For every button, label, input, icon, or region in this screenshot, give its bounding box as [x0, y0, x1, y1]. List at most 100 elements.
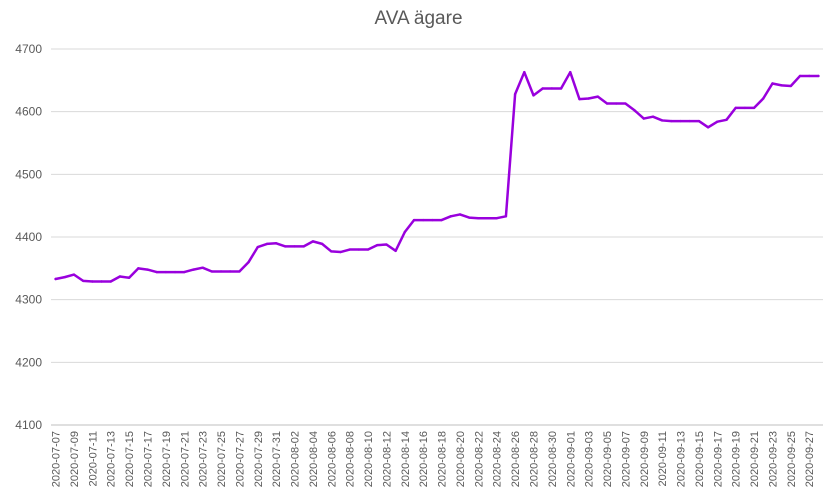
x-tick-label: 2020-07-21 [179, 431, 191, 487]
data-point [725, 118, 728, 122]
data-point [201, 266, 204, 269]
data-point [780, 84, 783, 87]
x-tick-label: 2020-08-24 [492, 431, 504, 487]
data-point [210, 270, 214, 273]
x-tick-label: 2020-09-05 [602, 431, 614, 487]
data-point [394, 249, 397, 252]
data-point [541, 87, 544, 90]
data-point [330, 250, 333, 253]
data-point [431, 218, 434, 222]
data-point [376, 243, 379, 247]
x-tick-label: 2020-09-27 [804, 431, 816, 487]
x-tick-label: 2020-08-28 [529, 431, 541, 487]
x-tick-label: 2020-08-16 [418, 431, 430, 487]
data-point [219, 270, 223, 273]
y-tick-label: 4600 [15, 105, 42, 119]
data-point [817, 74, 820, 78]
x-tick-label: 2020-09-13 [676, 431, 688, 487]
data-point [183, 270, 186, 274]
data-point [118, 275, 122, 278]
data-point [504, 215, 508, 218]
data-point [679, 119, 682, 123]
data-point [247, 260, 250, 264]
x-tick-label: 2020-09-01 [565, 431, 577, 487]
x-tick-label: 2020-08-12 [381, 431, 393, 487]
series-line [54, 70, 820, 283]
data-point [173, 270, 177, 274]
x-tick-label: 2020-07-29 [253, 431, 265, 487]
y-tick-label: 4700 [15, 42, 42, 56]
x-tick-label: 2020-08-14 [400, 431, 412, 487]
data-point [274, 242, 278, 245]
x-tick-label: 2020-07-17 [143, 431, 155, 487]
data-point [642, 117, 645, 120]
data-point [752, 106, 756, 110]
data-point [366, 248, 370, 251]
x-tick-label: 2020-07-09 [69, 431, 81, 487]
x-tick-label: 2020-07-11 [87, 431, 99, 486]
x-tick-label: 2020-09-07 [620, 431, 632, 487]
data-point [495, 217, 498, 220]
data-point [403, 230, 407, 234]
chart-title: AVA ägare [374, 8, 463, 29]
data-point [91, 280, 94, 283]
x-tick-label: 2020-09-23 [767, 431, 779, 487]
data-point [137, 267, 140, 270]
x-tick-label: 2020-08-26 [510, 431, 522, 487]
x-tick-label: 2020-08-18 [437, 431, 449, 487]
data-point [357, 248, 361, 251]
x-tick-label: 2020-08-04 [308, 431, 320, 487]
data-point [789, 84, 793, 88]
data-point [54, 277, 57, 281]
data-point [808, 74, 811, 78]
data-point [72, 273, 76, 276]
data-point [550, 87, 554, 90]
data-point [81, 279, 85, 283]
x-tick-label: 2020-09-17 [712, 431, 724, 487]
x-tick-label: 2020-09-15 [694, 431, 706, 487]
x-tick-label: 2020-08-20 [455, 431, 467, 487]
data-point [412, 218, 416, 222]
data-point [155, 270, 158, 274]
x-tick-label: 2020-08-22 [473, 431, 485, 487]
data-point [109, 280, 112, 283]
data-point [422, 218, 425, 222]
data-point [458, 213, 462, 216]
data-point [164, 270, 168, 274]
data-point [624, 102, 627, 105]
data-point [513, 92, 517, 96]
data-point [100, 280, 103, 283]
x-tick-label: 2020-08-10 [363, 431, 375, 487]
x-tick-label: 2020-07-07 [51, 431, 63, 487]
y-tick-label: 4100 [15, 418, 42, 432]
x-tick-label: 2020-09-21 [749, 431, 761, 487]
x-tick-label: 2020-07-25 [216, 431, 228, 487]
data-point [559, 87, 563, 90]
data-point [596, 95, 600, 98]
data-point [486, 217, 489, 220]
x-tick-label: 2020-07-13 [106, 431, 118, 487]
data-point [467, 216, 471, 219]
data-point [265, 242, 269, 246]
data-point [660, 119, 664, 122]
data-point [697, 119, 701, 123]
data-point [651, 115, 655, 118]
data-point [734, 106, 737, 110]
y-tick-label: 4200 [15, 355, 42, 369]
data-point [762, 97, 765, 100]
data-point [477, 217, 480, 220]
data-point [339, 250, 342, 254]
x-tick-label: 2020-09-11 [657, 431, 669, 486]
data-point [229, 270, 232, 273]
x-tick-label: 2020-09-09 [639, 431, 651, 487]
data-point [771, 82, 774, 85]
x-tick-label: 2020-07-19 [161, 431, 173, 487]
x-tick-label: 2020-09-25 [786, 431, 798, 487]
data-point [127, 276, 131, 279]
data-point [578, 97, 581, 101]
data-point [743, 106, 747, 110]
data-point [532, 94, 535, 97]
y-tick-label: 4400 [15, 230, 42, 244]
